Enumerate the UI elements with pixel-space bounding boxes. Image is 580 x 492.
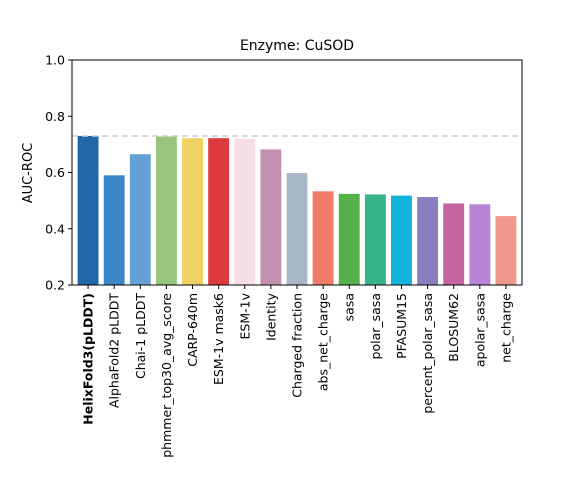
- bar-chai-1-plddt: [129, 154, 151, 285]
- bar-charged-fraction: [286, 173, 308, 285]
- bar-abs-net-charge: [312, 191, 334, 285]
- bar-polar-sasa: [364, 194, 386, 285]
- y-tick-label: 0.6: [45, 165, 65, 180]
- x-tick-label: ESM-1v: [237, 292, 252, 339]
- bar-helixfold3-plddt: [77, 135, 99, 285]
- bar-phmmer-top30-avg-score: [155, 136, 177, 285]
- x-tick-label: PFASUM15: [394, 293, 409, 359]
- x-tick-label: ESM-1v mask6: [211, 293, 226, 385]
- x-tick-label: sasa: [342, 293, 357, 321]
- x-tick-label: BLOSUM62: [446, 293, 461, 362]
- x-tick-label: abs_net_charge: [316, 293, 331, 391]
- y-axis-label: AUC-ROC: [21, 143, 36, 204]
- bar-blosum62: [443, 203, 465, 285]
- x-tick-label: HelixFold3(pLDDT): [81, 293, 96, 425]
- x-tick-label: phmmer_top30_avg_score: [159, 293, 174, 458]
- bar-identity: [260, 149, 282, 285]
- bar-esm-1v-mask6: [208, 138, 230, 285]
- x-tick-label: CARP-640m: [185, 293, 200, 367]
- x-tick-label: net_charge: [498, 293, 513, 363]
- bar-alphafold2-plddt: [103, 175, 125, 285]
- y-tick-label: 1.0: [45, 53, 65, 68]
- bar-carp-640m: [182, 138, 203, 285]
- x-tick-label: Identity: [263, 292, 278, 341]
- chart-title: Enzyme: CuSOD: [240, 38, 354, 54]
- y-tick-label: 0.4: [45, 221, 65, 236]
- x-tick-label: percent_polar_sasa: [420, 293, 435, 414]
- x-tick-label: polar_sasa: [368, 293, 383, 359]
- bar-percent-polar-sasa: [417, 196, 439, 285]
- plot-frame: [71, 59, 523, 286]
- x-tick-label: apolar_sasa: [472, 293, 487, 367]
- y-tick-label: 0.8: [45, 109, 65, 124]
- bar-apolar-sasa: [469, 204, 491, 285]
- x-tick-label: Chai-1 pLDDT: [133, 293, 148, 379]
- x-axis: HelixFold3(pLDDT) AlphaFold2 pLDDT Chai-1 …: [81, 285, 513, 458]
- bars-group: [77, 135, 517, 286]
- bar-pfasum15: [391, 195, 412, 285]
- bar-sasa: [338, 193, 360, 286]
- y-axis: 0.2 0.4 0.6 0.8 1.0: [45, 53, 72, 293]
- bar-esm-1v: [234, 138, 256, 285]
- x-tick-label: Charged fraction: [290, 293, 305, 398]
- bar-net-charge: [495, 216, 517, 285]
- y-tick-label: 0.2: [45, 278, 65, 293]
- x-tick-label: AlphaFold2 pLDDT: [107, 293, 122, 408]
